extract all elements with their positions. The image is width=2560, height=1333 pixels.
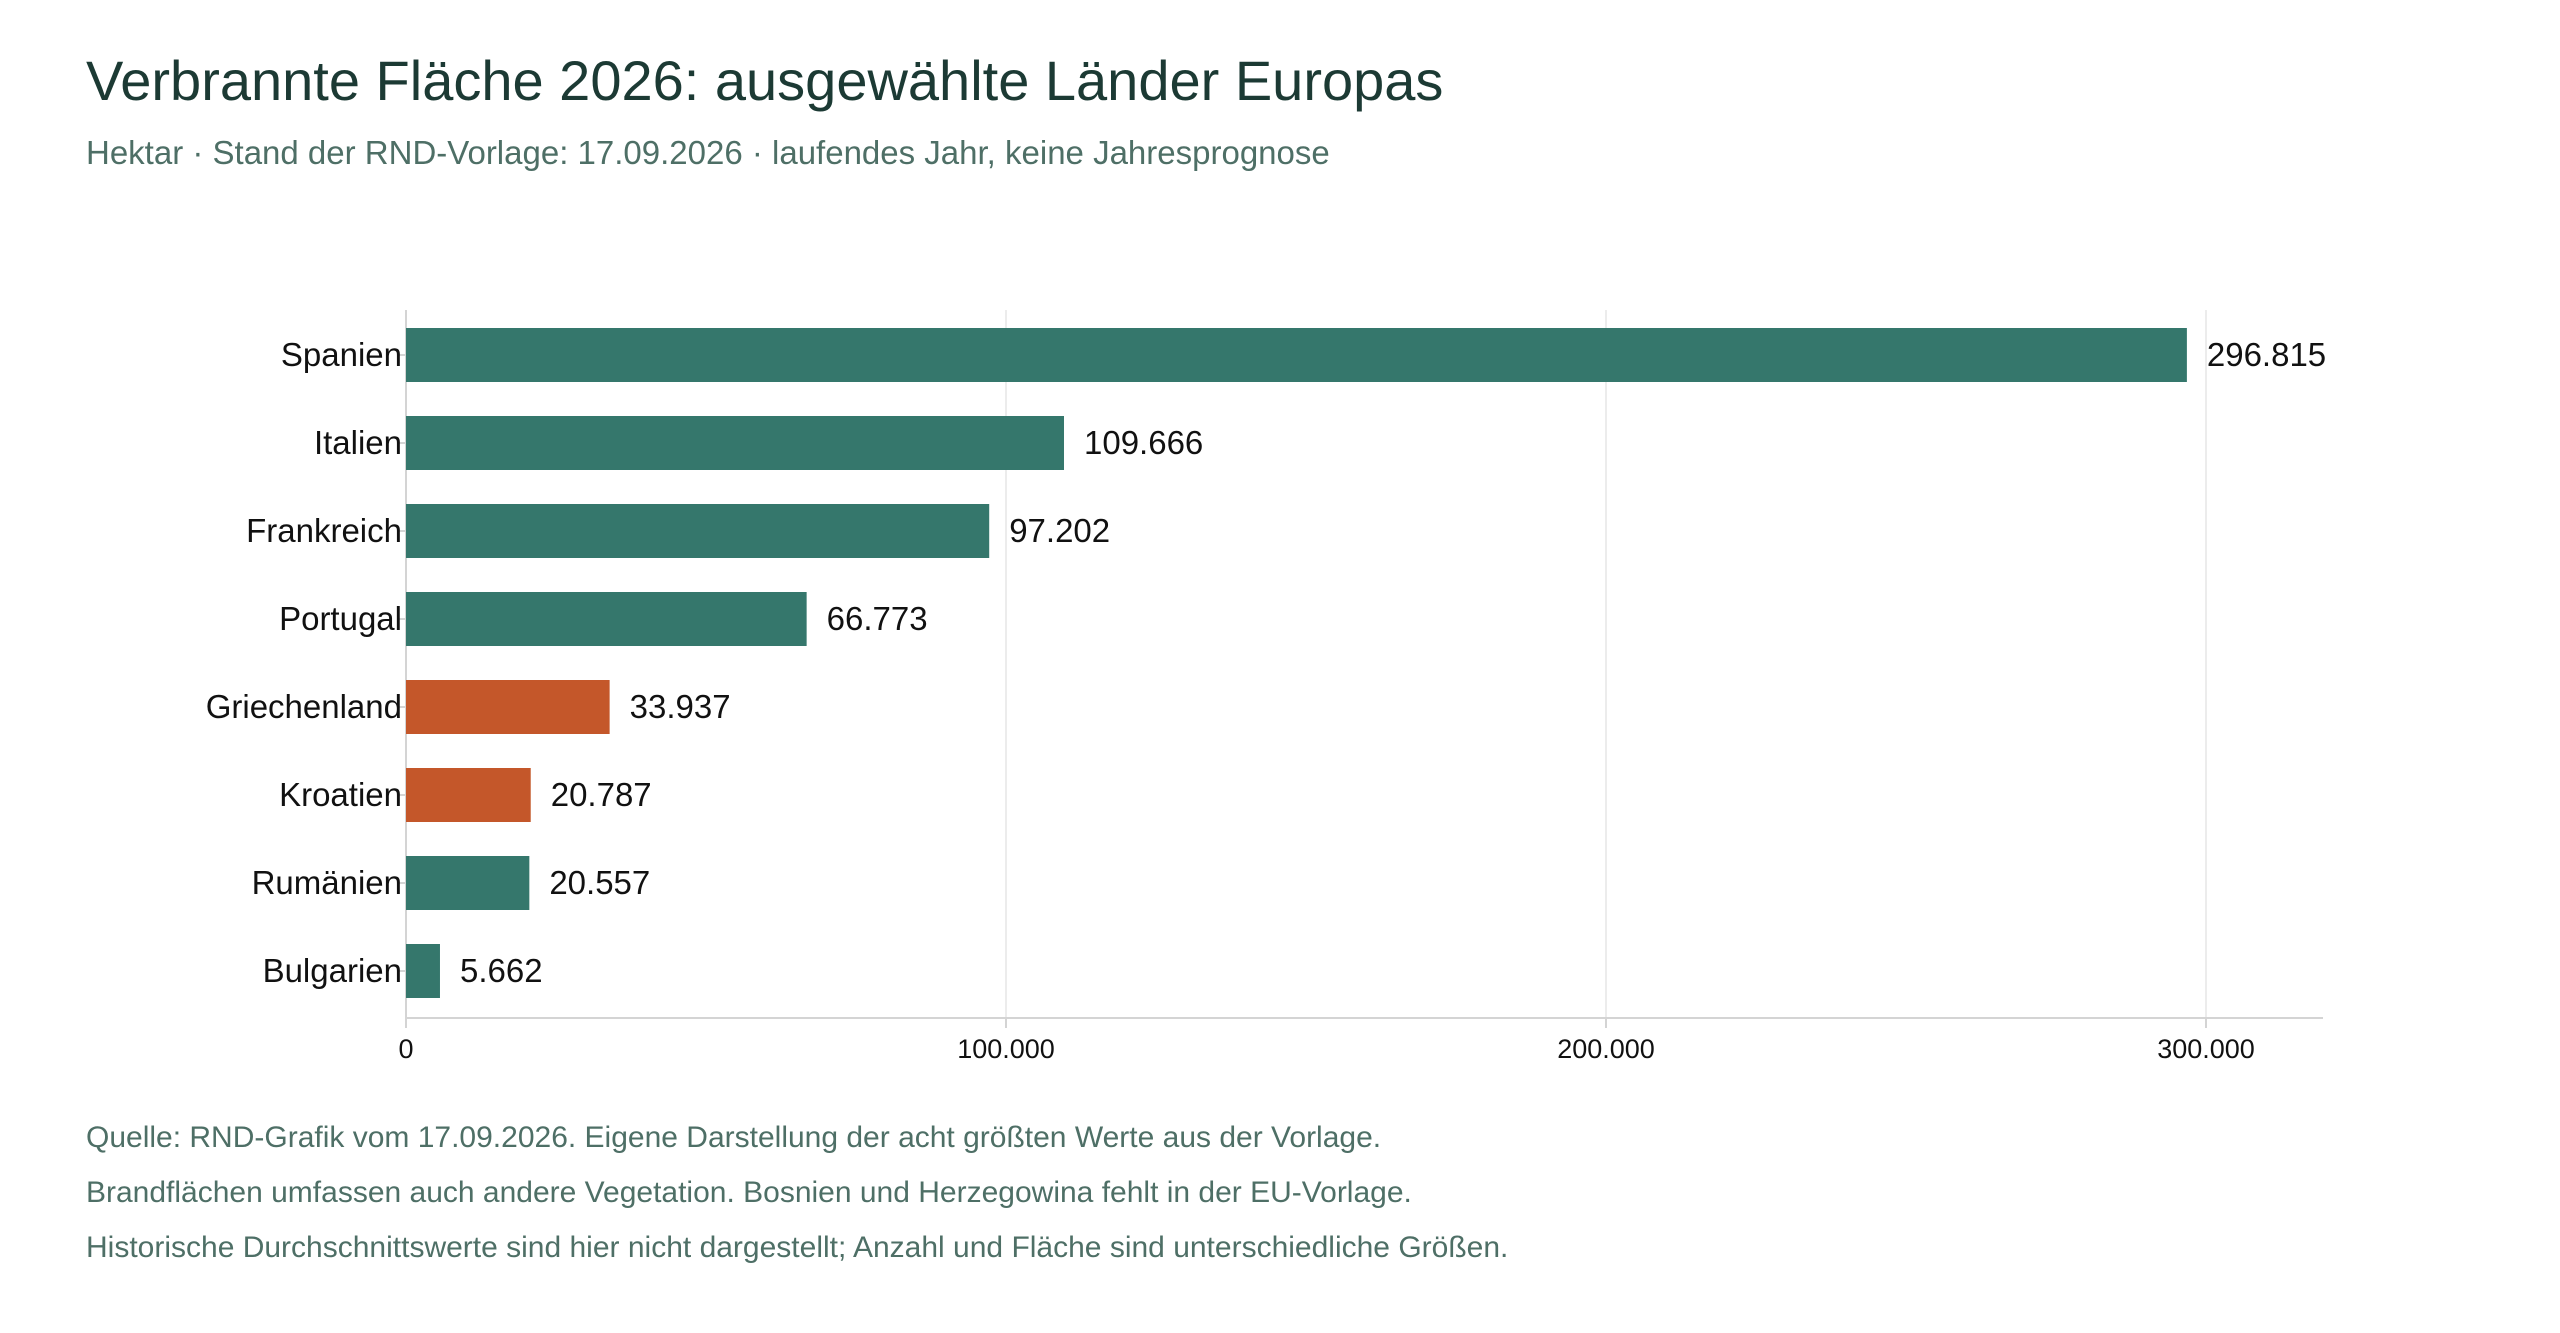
bar bbox=[406, 592, 807, 646]
x-tick-label: 0 bbox=[398, 1034, 413, 1064]
x-tick-label: 200.000 bbox=[1557, 1034, 1655, 1064]
bar bbox=[406, 856, 530, 910]
category-label: Spanien bbox=[281, 336, 402, 373]
value-label: 33.937 bbox=[630, 688, 731, 725]
category-label: Rumänien bbox=[252, 864, 402, 901]
value-label: 20.787 bbox=[551, 776, 652, 813]
bar-chart: 0 100.000 200.000 300.000 Spanien 296.815 Ital… bbox=[206, 310, 2326, 1064]
value-label: 97.202 bbox=[1009, 512, 1110, 549]
bar bbox=[406, 944, 440, 998]
coverage-note: Brandflächen umfassen auch andere Vegeta… bbox=[86, 1176, 1412, 1209]
value-label: 109.666 bbox=[1084, 424, 1203, 461]
bar bbox=[406, 416, 1064, 470]
category-label: Kroatien bbox=[279, 776, 402, 813]
bar bbox=[406, 504, 990, 558]
value-label: 66.773 bbox=[827, 600, 928, 637]
method-note: Historische Durchschnittswerte sind hier… bbox=[86, 1231, 1509, 1264]
category-label: Portugal bbox=[279, 600, 402, 637]
category-label: Griechenland bbox=[206, 688, 402, 725]
category-label: Italien bbox=[314, 424, 402, 461]
chart-subtitle: Hektar · Stand der RND-Vorlage: 17.09.20… bbox=[86, 134, 1330, 171]
category-label: Frankreich bbox=[246, 512, 402, 549]
bar bbox=[406, 328, 2187, 382]
category-label: Bulgarien bbox=[263, 952, 402, 989]
chart-title: Verbrannte Fläche 2026: ausgewählte Länd… bbox=[86, 49, 1444, 112]
value-label: 5.662 bbox=[460, 952, 543, 989]
source-note: Quelle: RND-Grafik vom 17.09.2026. Eigen… bbox=[86, 1121, 1382, 1154]
chart-notes: Quelle: RND-Grafik vom 17.09.2026. Eigen… bbox=[86, 1110, 1508, 1275]
bar bbox=[406, 768, 531, 822]
x-tick-label: 100.000 bbox=[957, 1034, 1055, 1064]
bar bbox=[406, 680, 610, 734]
value-label: 296.815 bbox=[2207, 336, 2326, 373]
x-tick-label: 300.000 bbox=[2157, 1034, 2255, 1064]
value-label: 20.557 bbox=[549, 864, 650, 901]
